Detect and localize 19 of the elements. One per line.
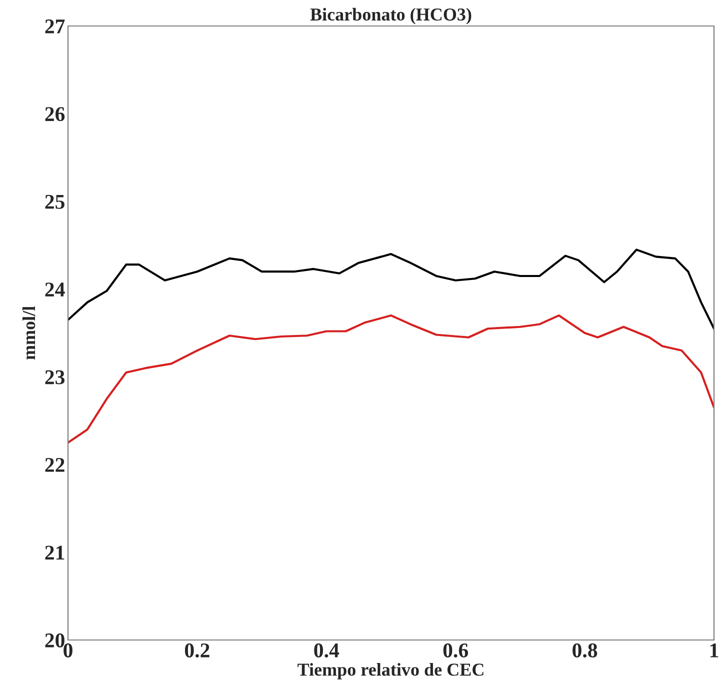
y-tick-label: 22 <box>45 458 64 472</box>
line-series <box>68 314 714 444</box>
y-tick-label: 27 <box>45 19 65 34</box>
y-tick-label: 20 <box>45 633 64 648</box>
y-tick-label: 25 <box>45 194 64 209</box>
y-axis-title: mmol/l <box>22 306 36 360</box>
x-tick-label: 1 <box>710 643 718 658</box>
y-tick-label: 26 <box>45 107 65 122</box>
y-tick-label: 23 <box>45 370 65 384</box>
x-tick-label: 0.4 <box>314 643 340 658</box>
y-tick-label: 24 <box>45 282 65 296</box>
y-tick-label: 21 <box>45 546 64 560</box>
x-tick-label: 0.8 <box>572 643 598 658</box>
x-axis-title: Tiempo relativo de CEC <box>298 663 484 680</box>
chart-title: Bicarbonato (HCO3) <box>310 8 472 24</box>
x-tick-label: 0.6 <box>443 643 468 658</box>
x-tick-label: 0.2 <box>184 643 210 658</box>
line-series <box>68 248 714 330</box>
x-tick-label: 0 <box>64 643 72 658</box>
